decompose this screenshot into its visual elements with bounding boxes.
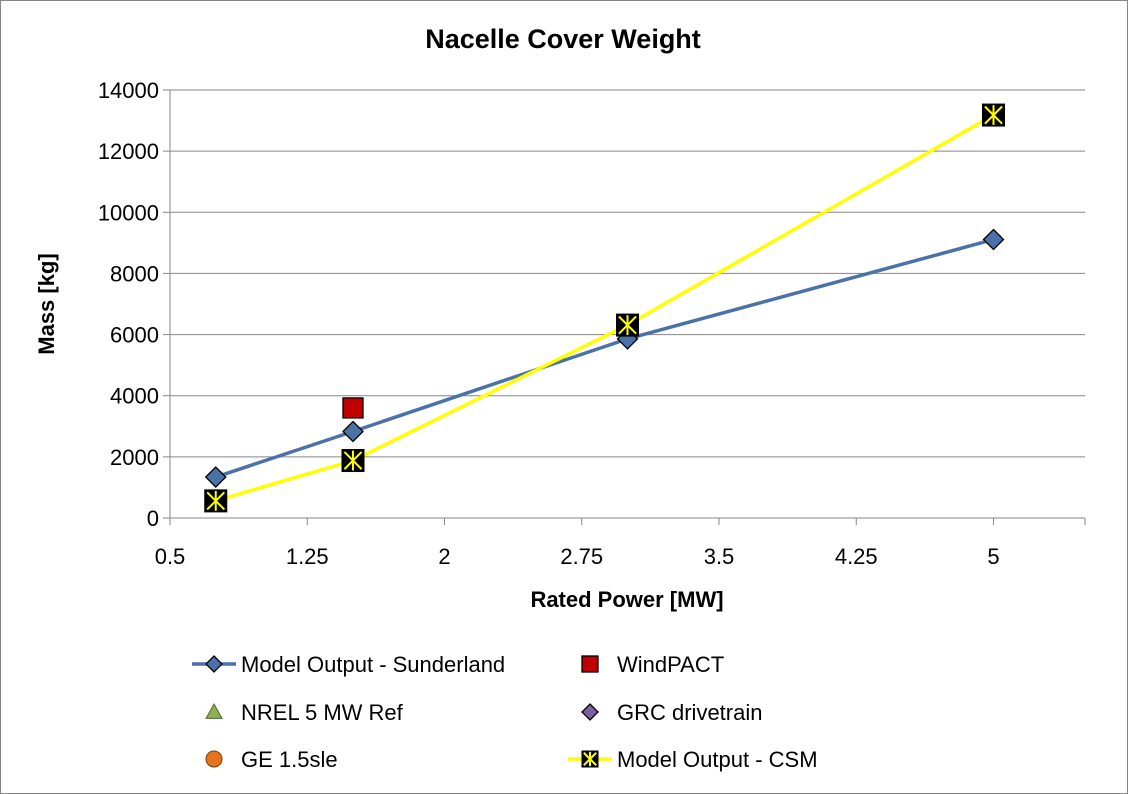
data-point [982, 228, 1005, 251]
legend-label: GE 1.5sle [241, 747, 338, 772]
legend-marker [205, 702, 223, 719]
legend-marker [581, 750, 599, 768]
x-tick-label: 2 [438, 544, 450, 569]
x-tick-label: 5 [987, 544, 999, 569]
y-tick-label: 8000 [110, 261, 159, 286]
series-layer [204, 103, 1005, 513]
data-point [341, 449, 365, 473]
y-tick-labels: 0 2000 4000 6000 8000 10000 12000 14000 [98, 78, 159, 531]
gridlines [170, 89, 1085, 458]
legend-item-model-output-sunderland: Model Output - Sunderland [192, 652, 505, 677]
legend-marker [205, 750, 223, 768]
legend-label: GRC drivetrain [617, 700, 762, 725]
legend-label: WindPACT [617, 652, 724, 677]
y-tick-label: 12000 [98, 139, 159, 164]
data-point [342, 420, 364, 443]
y-tick-label: 10000 [98, 200, 159, 225]
x-tick-label: 4.25 [835, 544, 878, 569]
legend-item-model-output-csm: Model Output - CSM [568, 747, 818, 772]
x-axis-title: Rated Power [MW] [530, 587, 723, 612]
legend-marker [205, 655, 223, 673]
y-tick-label: 4000 [110, 384, 159, 409]
x-tick-label: 1.25 [286, 544, 329, 569]
y-axis-title: Mass [kg] [34, 253, 59, 354]
data-point [342, 397, 364, 419]
series-line [215, 113, 995, 503]
axes [163, 89, 1086, 525]
data-point [204, 489, 228, 513]
legend-marker [581, 655, 599, 673]
legend-item-ge-1-5sle: GE 1.5sle [205, 747, 338, 772]
y-tick-label: 0 [147, 506, 159, 531]
x-tick-label: 0.5 [155, 544, 186, 569]
x-tick-label: 3.5 [704, 544, 735, 569]
y-tick-label: 14000 [98, 78, 159, 103]
legend: Model Output - Sunderland WindPACT NREL 5 … [192, 652, 818, 772]
data-point [204, 466, 227, 488]
y-tick-label: 2000 [110, 445, 159, 470]
legend-label: Model Output - CSM [617, 747, 818, 772]
data-point [982, 103, 1005, 127]
legend-marker [581, 703, 599, 721]
data-point [616, 313, 639, 337]
x-tick-label: 2.75 [560, 544, 603, 569]
chart-title: Nacelle Cover Weight [425, 24, 701, 54]
legend-item-nrel-5-mw-ref: NREL 5 MW Ref [205, 700, 404, 725]
x-tick-labels: 0.5 1.25 2 2.75 3.5 4.25 5 [155, 544, 1000, 569]
series-line [215, 237, 994, 479]
series-model-output-csm [204, 103, 1005, 513]
series-model-output-sunderland [204, 228, 1005, 488]
series-windpact [342, 397, 364, 419]
legend-item-grc-drivetrain: GRC drivetrain [581, 700, 762, 725]
y-tick-label: 6000 [110, 323, 159, 348]
legend-item-windpact: WindPACT [581, 652, 724, 677]
legend-label: Model Output - Sunderland [241, 652, 505, 677]
legend-label: NREL 5 MW Ref [241, 700, 404, 725]
